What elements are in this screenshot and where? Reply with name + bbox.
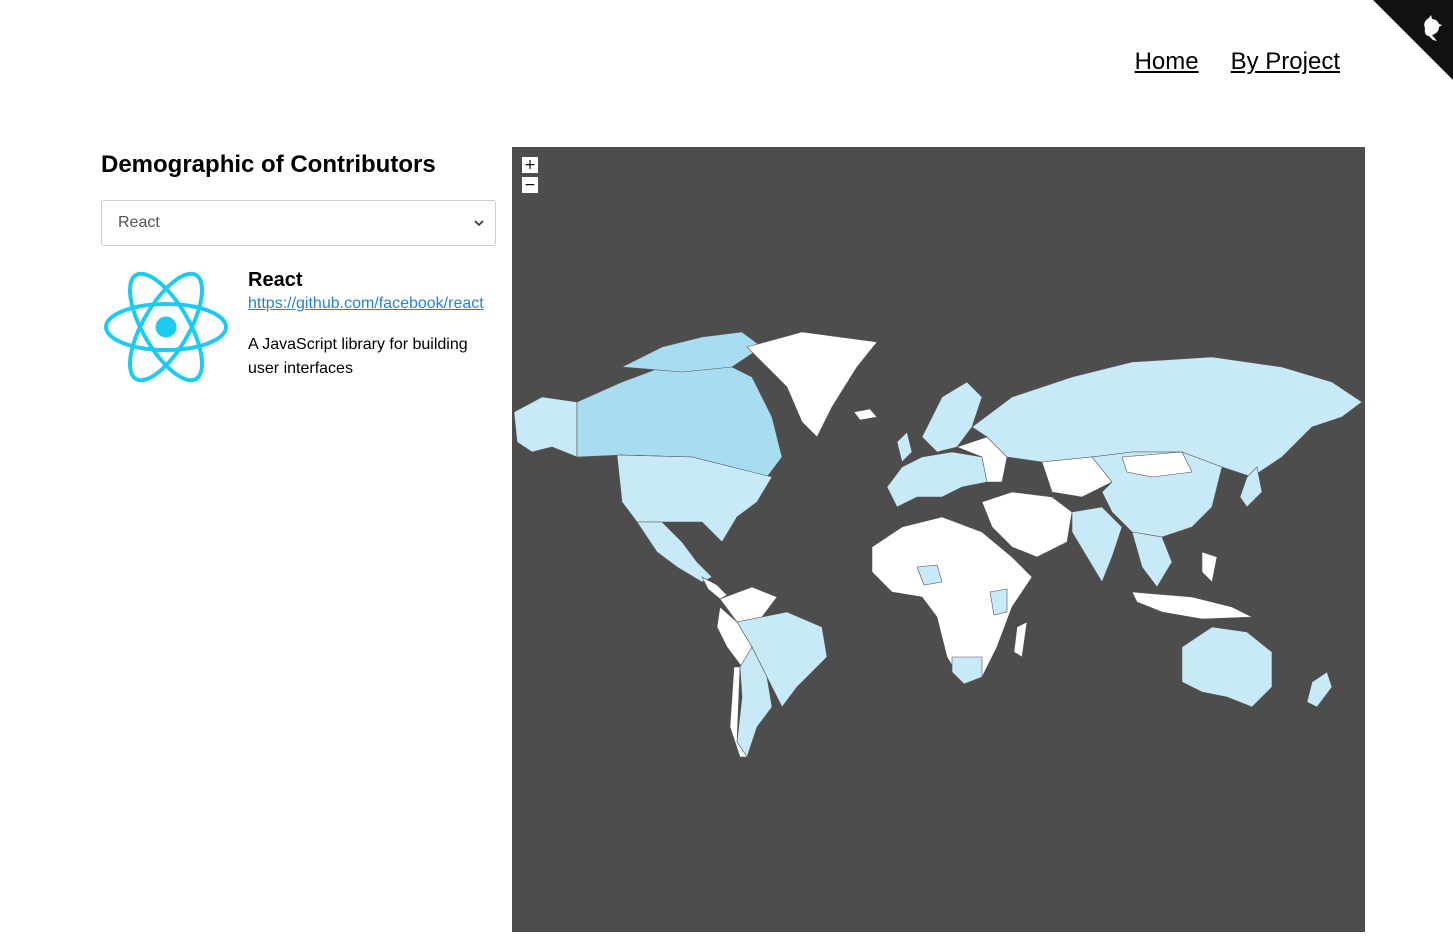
country-new-zealand xyxy=(1306,671,1333,708)
country-alaska xyxy=(513,396,578,458)
country-madagascar xyxy=(1013,621,1028,658)
react-logo xyxy=(104,271,228,383)
country-india xyxy=(1071,506,1123,583)
country-kazakhstan xyxy=(1041,456,1113,498)
country-mexico xyxy=(636,521,713,583)
zoom-controls: + − xyxy=(522,157,538,197)
country-iceland xyxy=(853,408,878,421)
country-venezuela-colombia xyxy=(719,586,778,623)
page-title: Demographic of Contributors xyxy=(101,151,436,178)
country-southeast-asia xyxy=(1131,531,1173,588)
country-usa xyxy=(616,454,773,543)
country-africa xyxy=(871,516,1033,683)
github-corner-link[interactable] xyxy=(1373,0,1453,80)
country-middle-east xyxy=(981,491,1073,558)
project-select-value: React xyxy=(118,214,160,231)
country-uk xyxy=(896,431,913,463)
country-scandinavia xyxy=(921,381,983,453)
country-mongolia xyxy=(1121,451,1193,478)
country-chile xyxy=(729,666,748,757)
chevron-down-icon xyxy=(474,220,484,227)
country-canada-islands xyxy=(620,331,763,373)
country-kenya xyxy=(989,588,1008,616)
country-central-america xyxy=(701,576,728,600)
world-map[interactable]: + − xyxy=(512,147,1365,932)
top-nav: Home By Project xyxy=(1135,48,1340,76)
country-nigeria xyxy=(916,564,943,586)
country-south-africa xyxy=(951,656,983,685)
nav-by-project-link[interactable]: By Project xyxy=(1230,48,1340,75)
country-australia xyxy=(1181,626,1273,708)
country-indonesia xyxy=(1131,591,1253,620)
project-repo-link[interactable]: https://github.com/facebook/react xyxy=(248,295,484,312)
github-icon xyxy=(1373,0,1453,80)
country-japan xyxy=(1239,466,1263,508)
country-philippines xyxy=(1201,551,1218,583)
project-description: A JavaScript library for building user i… xyxy=(248,336,468,377)
country-china xyxy=(1091,451,1223,538)
project-name: React xyxy=(248,269,303,291)
project-card: React https://github.com/facebook/react … xyxy=(101,268,496,386)
country-argentina xyxy=(736,646,773,757)
zoom-out-button[interactable]: − xyxy=(522,177,538,193)
project-select[interactable]: React xyxy=(101,200,496,246)
nav-home-link[interactable]: Home xyxy=(1134,48,1199,75)
world-map-countries xyxy=(513,331,1363,757)
country-greenland xyxy=(746,331,878,438)
zoom-in-button[interactable]: + xyxy=(522,157,538,173)
sidebar: Demographic of Contributors React React … xyxy=(101,150,496,386)
